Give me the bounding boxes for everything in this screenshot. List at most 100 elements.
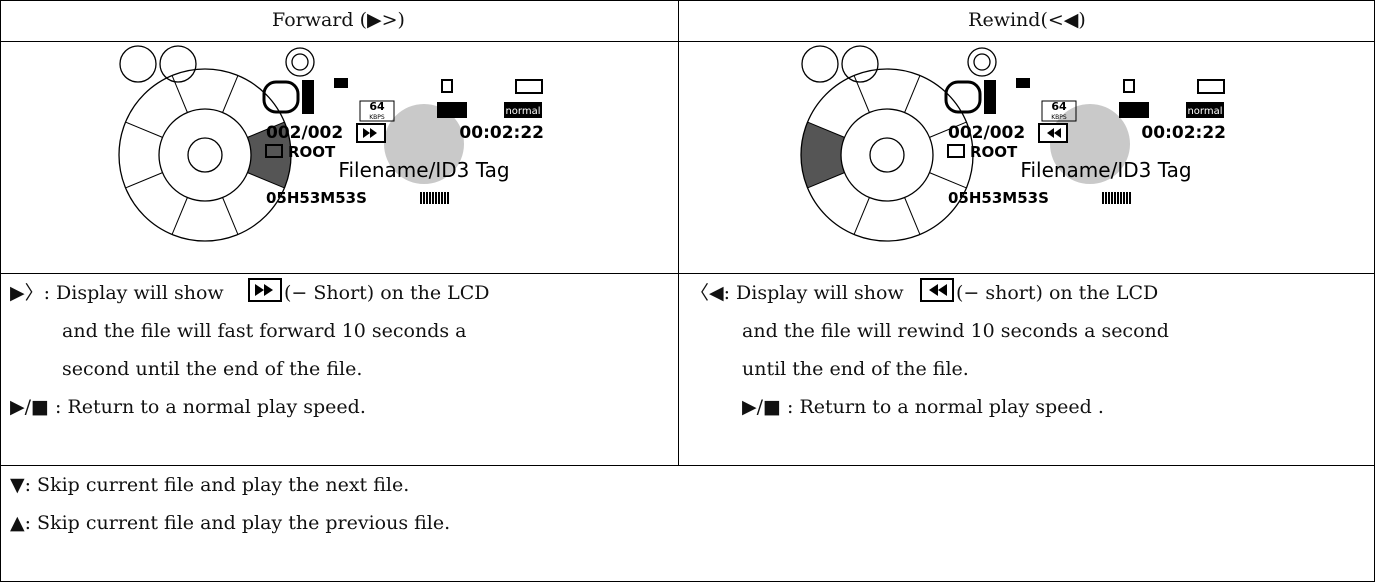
wheel-divider xyxy=(929,172,967,189)
instruction: second until the end of the file. xyxy=(62,358,363,380)
level-bar xyxy=(447,192,449,204)
lcd-text: KBPS xyxy=(369,114,385,121)
level-bar xyxy=(441,192,443,204)
level-bar xyxy=(429,192,431,204)
wheel-divider xyxy=(904,197,921,235)
lcd-icon xyxy=(437,102,467,118)
wheel xyxy=(800,68,974,242)
wheel xyxy=(118,68,292,242)
lcd-icon xyxy=(1016,78,1030,88)
level-bar xyxy=(1114,192,1116,204)
lcd-text: normal xyxy=(505,106,540,117)
eq-box xyxy=(504,102,542,118)
footer-note: ▼: Skip current file and play the next f… xyxy=(10,474,410,496)
lcd-text: Filename/ID3 Tag xyxy=(1020,158,1191,182)
wheel-divider xyxy=(853,75,870,113)
lcd-icon xyxy=(334,78,348,88)
column-line xyxy=(678,0,679,465)
instruction: ▶/■ : Return to a normal play speed . xyxy=(742,396,1104,418)
mode-icon xyxy=(1047,128,1061,138)
level-bar xyxy=(423,192,425,204)
row-line xyxy=(0,465,1375,466)
level-bar xyxy=(1129,192,1131,204)
lcd-text: 05H53M53S xyxy=(948,189,1049,207)
lcd-text: Filename/ID3 Tag xyxy=(338,158,509,182)
lcd-text: 64 xyxy=(369,100,385,113)
highlight xyxy=(384,104,464,184)
level-bar xyxy=(1102,192,1104,204)
button xyxy=(285,47,315,77)
column-header: Rewind(<◀) xyxy=(968,9,1086,31)
wheel-divider xyxy=(222,197,239,235)
level-bar xyxy=(1111,192,1113,204)
pressed-segment xyxy=(247,122,291,188)
ff-icon xyxy=(248,278,282,302)
highlight xyxy=(1050,104,1130,184)
wheel xyxy=(187,137,223,173)
lcd-text: ROOT xyxy=(288,143,336,161)
level-bar xyxy=(1105,192,1107,204)
button xyxy=(291,53,309,71)
bitrate-box xyxy=(1041,100,1077,122)
lcd-text: normal xyxy=(1187,106,1222,117)
mode-icon xyxy=(363,128,377,138)
level-bar xyxy=(432,192,434,204)
wheel-divider xyxy=(929,121,967,138)
lcd-text: ROOT xyxy=(970,143,1018,161)
level-bar xyxy=(1117,192,1119,204)
wheel xyxy=(158,108,252,202)
wheel-divider xyxy=(171,75,188,113)
lcd-text: 64 xyxy=(1051,100,1067,113)
eq-box xyxy=(1186,102,1224,118)
column-header: Forward (▶>) xyxy=(272,9,405,31)
button xyxy=(159,45,197,83)
lcd-icon xyxy=(1119,102,1149,118)
wheel-divider xyxy=(247,172,285,189)
wheel-divider xyxy=(853,197,870,235)
level-bar xyxy=(1123,192,1125,204)
headphone-icon xyxy=(262,80,300,114)
lcd-text: KBPS xyxy=(1051,114,1067,121)
wheel-divider xyxy=(171,197,188,235)
lcd-text: 05H53M53S xyxy=(266,189,367,207)
wheel-divider xyxy=(247,121,285,138)
lcd-text: 002/002 xyxy=(948,123,1025,143)
row-line xyxy=(0,273,1375,274)
row-line xyxy=(0,41,1375,42)
wheel-divider xyxy=(904,75,921,113)
instruction: ▶〉: Display will show xyxy=(10,282,224,304)
level-bar xyxy=(1120,192,1122,204)
instruction: and the file will fast forward 10 second… xyxy=(62,320,467,342)
folder-icon xyxy=(947,144,965,158)
wheel xyxy=(869,137,905,173)
level-bar xyxy=(435,192,437,204)
instruction: 〈◀: Display will show xyxy=(690,282,904,304)
level-bar xyxy=(444,192,446,204)
button xyxy=(973,53,991,71)
button xyxy=(841,45,879,83)
lcd-icon xyxy=(1123,79,1135,93)
level-bar xyxy=(438,192,440,204)
lcd-icon xyxy=(441,79,453,93)
battery-icon xyxy=(1197,79,1225,94)
wheel-divider xyxy=(807,121,845,138)
level-bar xyxy=(426,192,428,204)
instruction: (− short) on the LCD xyxy=(956,282,1159,304)
lcd-text: 00:02:22 xyxy=(459,123,544,143)
wheel-divider xyxy=(222,75,239,113)
lcd-icon xyxy=(984,80,996,114)
pressed-segment xyxy=(801,122,845,188)
button xyxy=(801,45,839,83)
wheel-divider xyxy=(807,172,845,189)
headphone-icon xyxy=(944,80,982,114)
wheel xyxy=(840,108,934,202)
wheel-divider xyxy=(125,172,163,189)
level-bar xyxy=(1108,192,1110,204)
button xyxy=(967,47,997,77)
level-bar xyxy=(420,192,422,204)
lcd-text: 00:02:22 xyxy=(1141,123,1226,143)
instruction: until the end of the file. xyxy=(742,358,969,380)
